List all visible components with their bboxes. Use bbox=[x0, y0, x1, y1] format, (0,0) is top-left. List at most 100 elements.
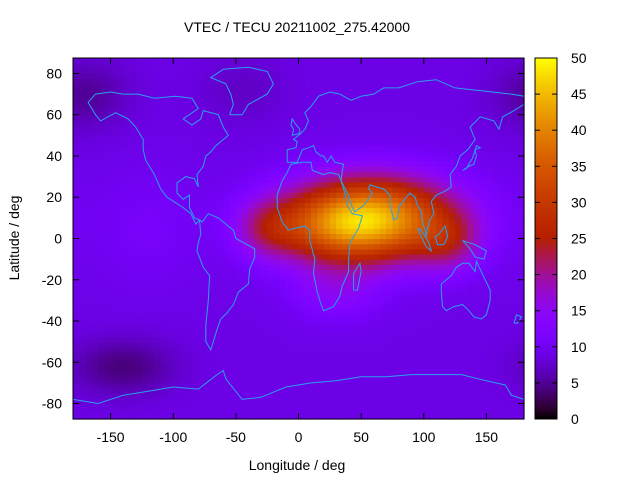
heatmap-cell bbox=[104, 408, 112, 415]
heatmap-cell bbox=[104, 372, 112, 379]
heatmap-cell bbox=[417, 336, 425, 343]
heatmap-cell bbox=[217, 398, 224, 405]
heatmap-cell bbox=[498, 382, 506, 389]
heatmap-cell bbox=[486, 351, 494, 358]
heatmap-cell bbox=[129, 171, 137, 178]
heatmap-cell bbox=[116, 78, 124, 85]
heatmap-cell bbox=[292, 398, 300, 405]
heatmap-cell bbox=[473, 274, 481, 281]
heatmap-cell bbox=[448, 346, 456, 353]
heatmap-cell bbox=[148, 295, 156, 301]
heatmap-cell bbox=[285, 413, 293, 420]
heatmap-cell bbox=[423, 351, 431, 358]
heatmap-cell bbox=[317, 408, 325, 415]
heatmap-cell bbox=[148, 248, 156, 255]
heatmap-cell bbox=[442, 186, 450, 193]
heatmap-cell bbox=[361, 336, 368, 343]
heatmap-cell bbox=[442, 166, 450, 173]
heatmap-cell bbox=[392, 253, 400, 260]
heatmap-cell bbox=[317, 295, 325, 301]
heatmap-cell bbox=[198, 88, 206, 95]
heatmap-cell bbox=[148, 155, 156, 162]
heatmap-cell bbox=[486, 377, 494, 384]
heatmap-cell bbox=[348, 217, 356, 224]
heatmap-cell bbox=[129, 259, 137, 265]
heatmap-cell bbox=[235, 94, 243, 100]
heatmap-cell bbox=[198, 238, 206, 245]
heatmap-cell bbox=[242, 145, 249, 152]
heatmap-cell bbox=[285, 269, 293, 276]
heatmap-cell bbox=[336, 114, 343, 121]
heatmap-cell bbox=[160, 403, 168, 410]
heatmap-cell bbox=[185, 104, 193, 111]
heatmap-cell bbox=[148, 310, 156, 317]
heatmap-cell bbox=[354, 382, 362, 389]
heatmap-cell bbox=[348, 377, 356, 384]
heatmap-cell bbox=[342, 233, 350, 240]
heatmap-cell bbox=[486, 413, 494, 420]
heatmap-cell bbox=[210, 207, 218, 214]
heatmap-cell bbox=[361, 181, 368, 188]
heatmap-cell bbox=[179, 140, 187, 147]
heatmap-cell bbox=[455, 181, 462, 188]
heatmap-cell bbox=[110, 176, 118, 183]
heatmap-cell bbox=[204, 104, 212, 111]
heatmap-cell bbox=[242, 372, 249, 379]
heatmap-cell bbox=[110, 300, 118, 307]
heatmap-cell bbox=[361, 166, 368, 173]
heatmap-cell bbox=[123, 181, 130, 188]
heatmap-cell bbox=[204, 290, 212, 296]
heatmap-cell bbox=[98, 207, 105, 214]
heatmap-cell bbox=[311, 78, 318, 85]
heatmap-cell bbox=[486, 140, 494, 147]
heatmap-cell bbox=[85, 398, 93, 405]
heatmap-cell bbox=[210, 305, 218, 312]
heatmap-cell bbox=[135, 295, 143, 301]
heatmap-cell bbox=[430, 176, 437, 183]
heatmap-cell bbox=[329, 238, 337, 245]
heatmap-cell bbox=[98, 398, 105, 405]
heatmap-cell bbox=[148, 181, 156, 188]
heatmap-cell bbox=[517, 171, 525, 178]
heatmap-cell bbox=[123, 130, 130, 136]
heatmap-cell bbox=[217, 197, 224, 203]
heatmap-cell bbox=[329, 73, 337, 80]
heatmap-cell bbox=[129, 279, 137, 286]
heatmap-cell bbox=[116, 253, 124, 260]
heatmap-cell bbox=[379, 326, 387, 332]
heatmap-cell bbox=[260, 346, 268, 353]
heatmap-cell bbox=[198, 150, 206, 157]
heatmap-cell bbox=[217, 161, 224, 167]
heatmap-cell bbox=[242, 398, 249, 405]
heatmap-cell bbox=[304, 94, 312, 100]
heatmap-cell bbox=[467, 130, 475, 136]
heatmap-cell bbox=[166, 377, 174, 384]
heatmap-cell bbox=[73, 114, 80, 121]
heatmap-cell bbox=[116, 207, 124, 214]
heatmap-cell bbox=[411, 181, 419, 188]
heatmap-cell bbox=[229, 310, 237, 317]
heatmap-cell bbox=[480, 248, 488, 255]
heatmap-cell bbox=[116, 238, 124, 245]
heatmap-cell bbox=[210, 192, 218, 198]
heatmap-cell bbox=[85, 166, 93, 173]
heatmap-cell bbox=[141, 238, 149, 245]
heatmap-cell bbox=[242, 279, 249, 286]
heatmap-cell bbox=[85, 259, 93, 265]
heatmap-cell bbox=[492, 393, 500, 399]
heatmap-cell bbox=[141, 119, 149, 126]
heatmap-cell bbox=[486, 367, 494, 374]
heatmap-cell bbox=[73, 217, 80, 224]
heatmap-cell bbox=[260, 171, 268, 178]
heatmap-cell bbox=[505, 351, 513, 358]
heatmap-cell bbox=[480, 388, 488, 394]
heatmap-cell bbox=[348, 336, 356, 343]
heatmap-cell bbox=[461, 284, 469, 291]
heatmap-cell bbox=[204, 248, 212, 255]
heatmap-cell bbox=[317, 161, 325, 167]
heatmap-cell bbox=[398, 398, 406, 405]
heatmap-cell bbox=[185, 68, 193, 75]
heatmap-cell bbox=[361, 104, 368, 111]
heatmap-cell bbox=[123, 413, 130, 420]
heatmap-cell bbox=[123, 140, 130, 147]
